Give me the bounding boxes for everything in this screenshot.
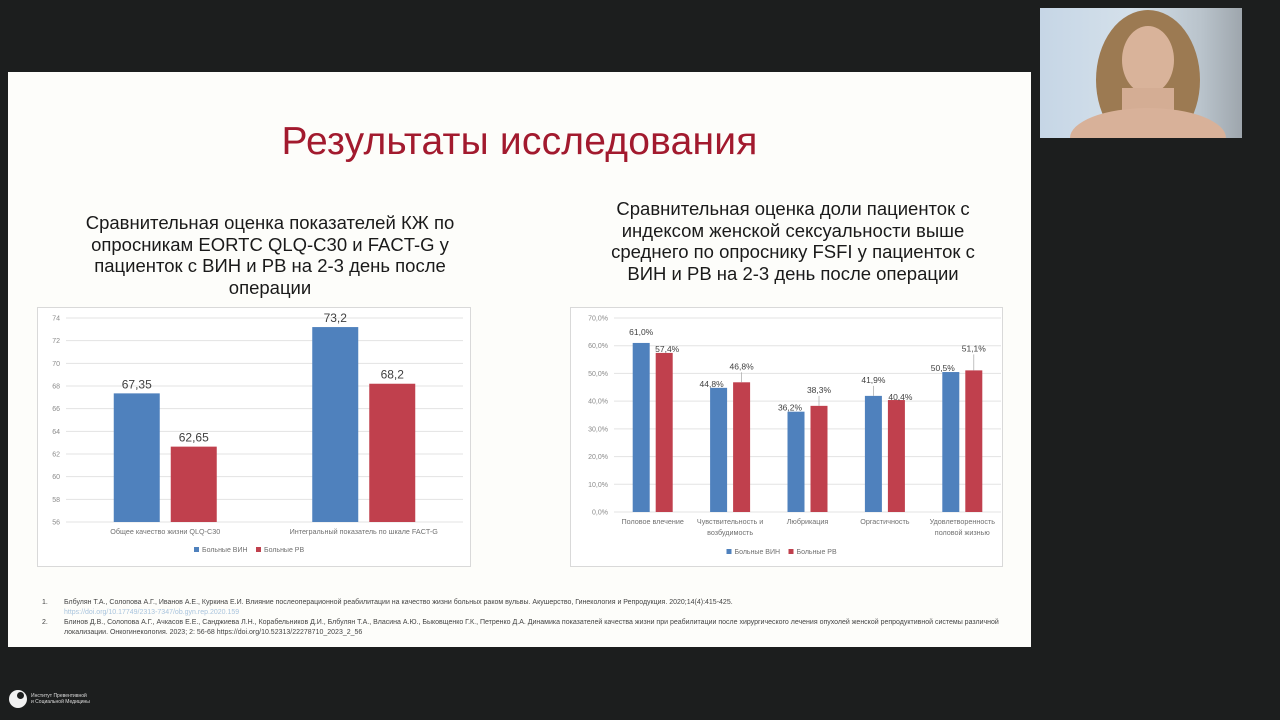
presentation-slide: Результаты исследования Сравнительная оц… — [8, 72, 1031, 647]
reference-1-link[interactable]: https://doi.org/10.17749/2313-7347/ob.gy… — [64, 609, 240, 616]
bar — [787, 411, 805, 512]
svg-text:20,0%: 20,0% — [588, 454, 608, 461]
data-label: 68,2 — [381, 368, 405, 382]
data-label: 57,4% — [655, 344, 680, 354]
svg-text:Половое влечение: Половое влечение — [622, 517, 684, 526]
svg-text:58: 58 — [52, 497, 60, 504]
bar — [864, 395, 882, 512]
svg-text:Интегральный показатель по шка: Интегральный показатель по шкале FACT-G — [290, 527, 439, 536]
bar — [312, 327, 359, 522]
svg-text:74: 74 — [52, 316, 60, 323]
svg-text:68: 68 — [52, 384, 60, 391]
data-label: 40,4% — [888, 392, 913, 402]
bar — [655, 352, 673, 512]
svg-text:Общее качество жизни QLQ-C30: Общее качество жизни QLQ-C30 — [110, 527, 220, 536]
svg-text:Любрикация: Любрикация — [787, 517, 829, 526]
svg-text:30,0%: 30,0% — [588, 426, 608, 433]
data-label: 73,2 — [324, 311, 348, 325]
svg-text:Оргастичность: Оргастичность — [860, 517, 910, 526]
svg-text:Больные ВИН: Больные ВИН — [202, 547, 248, 554]
data-label: 61,0% — [629, 327, 654, 337]
svg-text:50,0%: 50,0% — [588, 371, 608, 378]
svg-text:10,0%: 10,0% — [588, 482, 608, 489]
right-chart-title: Сравнительная оценка доли пациенток с ин… — [611, 198, 975, 284]
bar — [170, 446, 217, 522]
svg-text:Больные РВ: Больные РВ — [264, 547, 304, 554]
svg-text:Больные РВ: Больные РВ — [797, 549, 837, 556]
svg-text:половой жизнью: половой жизнью — [935, 528, 991, 537]
data-label: 36,2% — [778, 403, 803, 413]
data-label: 44,8% — [700, 379, 725, 389]
svg-text:Удовлетворенность: Удовлетворенность — [930, 517, 996, 526]
svg-text:70: 70 — [52, 361, 60, 368]
svg-text:0,0%: 0,0% — [592, 510, 608, 517]
svg-text:60,0%: 60,0% — [588, 343, 608, 350]
fsfi-bar-chart: 0,0% 10,0% 20,0% 30,0% 40,0% 50,0% 60,0% 70,0% 6… — [570, 307, 1003, 567]
svg-text:60: 60 — [52, 474, 60, 481]
left-chart-title: Сравнительная оценка показателей КЖ по о… — [85, 212, 455, 298]
data-label: 62,65 — [179, 431, 209, 445]
speaker-webcam-video — [1040, 8, 1242, 138]
institute-logo: Институт Превентивной и Социальной Медиц… — [9, 690, 101, 708]
bar — [113, 393, 160, 522]
data-label: 41,9% — [861, 375, 886, 385]
bar — [733, 382, 751, 512]
references: 1. Блбулян Т.А., Солопова А.Г., Иванов А… — [42, 598, 1002, 638]
bar — [965, 370, 983, 512]
data-label: 51,1% — [962, 343, 987, 353]
svg-text:72: 72 — [52, 338, 60, 345]
svg-text:62: 62 — [52, 452, 60, 459]
bar — [942, 372, 960, 512]
qol-bar-chart: 56 58 60 62 64 66 68 70 72 74 67,35 62,65 Общее каче… — [37, 307, 471, 567]
slide-title: Результаты исследования — [281, 120, 758, 163]
reference-2-text: Блинов Д.В., Солопова А.Г., Ачкасов Е.Е.… — [64, 619, 999, 636]
svg-text:возбудимость: возбудимость — [707, 528, 753, 537]
bar — [710, 387, 728, 512]
data-label: 50,5% — [931, 363, 956, 373]
svg-text:70,0%: 70,0% — [588, 316, 608, 323]
svg-text:Чувствительность и: Чувствительность и — [697, 517, 763, 526]
bar — [887, 400, 905, 512]
logo-circle-icon — [9, 690, 27, 708]
reference-1: 1. Блбулян Т.А., Солопова А.Г., Иванов А… — [42, 599, 733, 616]
bar — [810, 405, 828, 512]
svg-text:40,0%: 40,0% — [588, 399, 608, 406]
speaker-silhouette-icon — [1070, 10, 1226, 138]
svg-text:56: 56 — [52, 520, 60, 527]
reference-1-text: Блбулян Т.А., Солопова А.Г., Иванов А.Е.… — [64, 599, 733, 606]
bar — [632, 342, 650, 512]
bar — [369, 383, 416, 522]
data-label: 46,8% — [730, 361, 755, 371]
svg-text:Больные ВИН: Больные ВИН — [735, 549, 781, 556]
data-label: 38,3% — [807, 385, 832, 395]
reference-2: 2. Блинов Д.В., Солопова А.Г., Ачкасов Е… — [42, 618, 1002, 638]
svg-text:66: 66 — [52, 406, 60, 413]
data-label: 67,35 — [122, 377, 152, 391]
svg-text:64: 64 — [52, 429, 60, 436]
